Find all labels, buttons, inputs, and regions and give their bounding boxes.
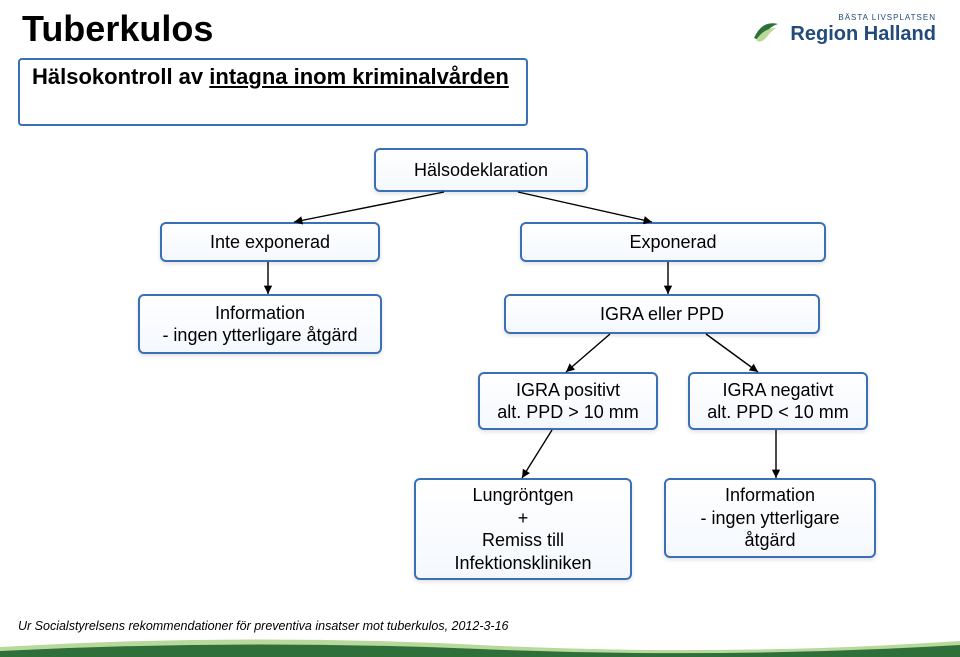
flow-node-igra_ppd: IGRA eller PPD <box>504 294 820 334</box>
footer-wave-decoration <box>0 633 960 657</box>
flow-node-lungr: Lungröntgen + Remiss till Infektionsklin… <box>414 478 632 580</box>
subtitle-box: Hälsokontroll av intagna inom kriminalvå… <box>18 58 528 126</box>
brand-name: Region Halland <box>790 23 936 46</box>
flow-node-igra_neg: IGRA negativt alt. PPD < 10 mm <box>688 372 868 430</box>
flow-node-igra_pos: IGRA positivt alt. PPD > 10 mm <box>478 372 658 430</box>
flow-node-halsodekl: Hälsodeklaration <box>374 148 588 192</box>
page-title: Tuberkulos <box>22 8 213 50</box>
subtitle-prefix: Hälsokontroll av <box>32 64 209 89</box>
flow-node-info1: Information - ingen ytterligare åtgärd <box>138 294 382 354</box>
flow-node-exponerad: Exponerad <box>520 222 826 262</box>
brand-tagline: BÄSTA LIVSPLATSEN <box>790 14 936 23</box>
flow-node-info2: Information - ingen ytterligare åtgärd <box>664 478 876 558</box>
subtitle-underlined: intagna inom kriminalvården <box>209 64 509 89</box>
brand-logo-icon <box>750 14 782 46</box>
brand-logo: BÄSTA LIVSPLATSEN Region Halland <box>750 14 936 46</box>
flow-node-inte_exp: Inte exponerad <box>160 222 380 262</box>
footnote: Ur Socialstyrelsens rekommendationer för… <box>18 619 509 633</box>
